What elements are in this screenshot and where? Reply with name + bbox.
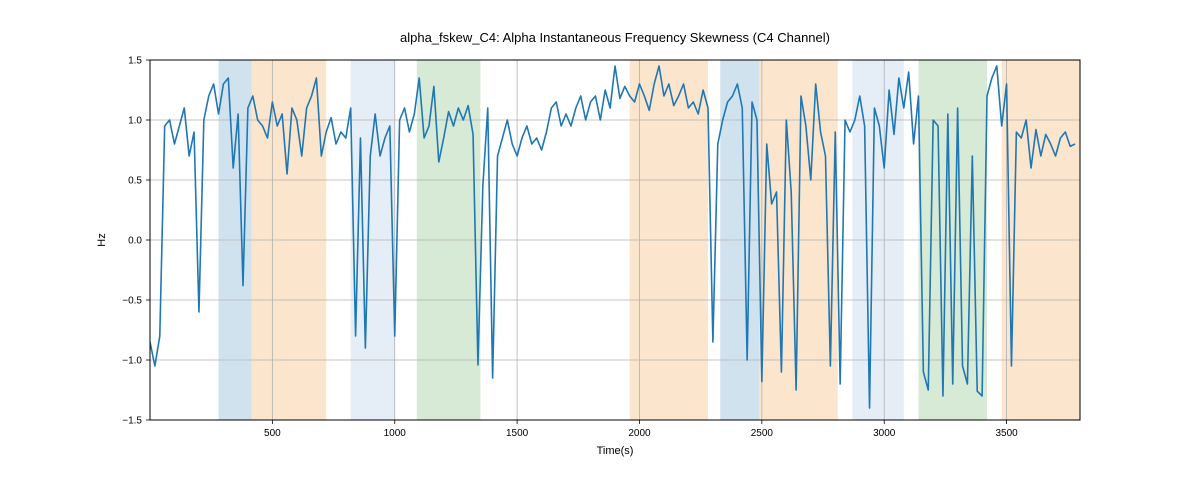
y-tick-label: 0.5 <box>128 176 142 187</box>
y-tick-label: 0.0 <box>128 236 142 247</box>
y-tick-label: 1.5 <box>128 56 142 67</box>
chart-title: alpha_fskew_C4: Alpha Instantaneous Freq… <box>400 30 830 45</box>
y-tick-label: −1.5 <box>122 416 142 427</box>
x-tick-label: 2500 <box>751 428 774 439</box>
y-axis-label: Hz <box>96 233 108 246</box>
x-tick-label: 2000 <box>628 428 651 439</box>
x-ticks: 500 1000 1500 2000 2500 3000 3500 <box>264 420 1018 439</box>
y-tick-label: −1.0 <box>122 356 142 367</box>
x-tick-label: 1000 <box>384 428 407 439</box>
x-tick-label: 500 <box>264 428 281 439</box>
y-ticks: −1.5 −1.0 −0.5 0.0 0.5 1.0 1.5 <box>122 56 150 427</box>
chart-svg: 500 1000 1500 2000 2500 3000 3500 −1.5 −1.0 −0.5 0… <box>0 0 1200 500</box>
x-tick-label: 1500 <box>506 428 529 439</box>
y-tick-label: 1.0 <box>128 116 142 127</box>
chart-container: 500 1000 1500 2000 2500 3000 3500 −1.5 −1.0 −0.5 0… <box>0 0 1200 500</box>
x-tick-label: 3500 <box>995 428 1018 439</box>
x-axis-label: Time(s) <box>597 445 634 457</box>
y-tick-label: −0.5 <box>122 296 142 307</box>
x-tick-label: 3000 <box>873 428 896 439</box>
